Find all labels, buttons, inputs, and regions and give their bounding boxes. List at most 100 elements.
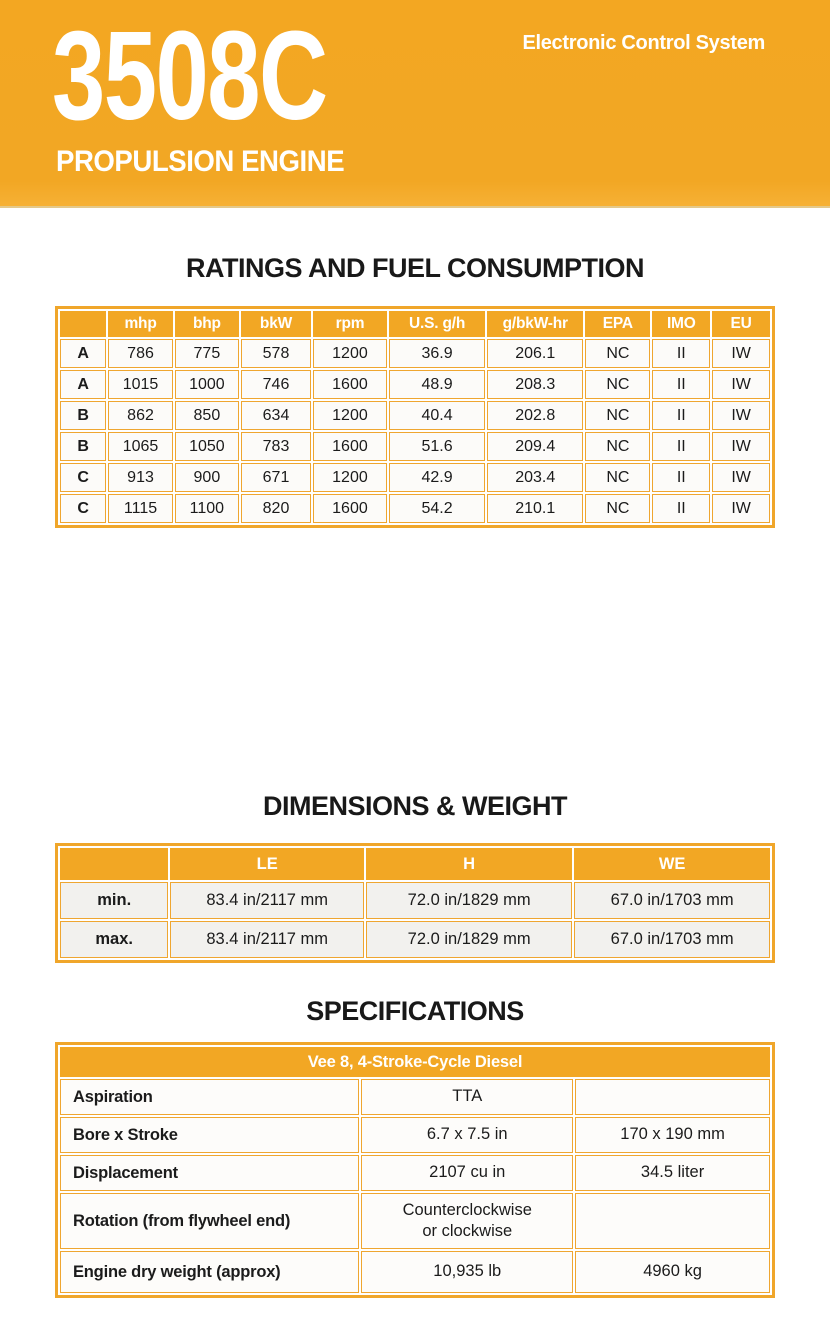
spec-value-secondary-cell: 34.5 liter (575, 1155, 770, 1191)
rating-value-cell: II (652, 370, 711, 399)
dimensions-header-cell: WE (574, 848, 770, 880)
rating-value-cell: 820 (241, 494, 311, 523)
ratings-row: B 862 850 634 1200 40.4 202.8 NC II IW (60, 401, 770, 430)
rating-value-cell: 48.9 (388, 370, 486, 399)
ratings-row: C 913 900 671 1200 42.9 203.4 NC II IW (60, 463, 770, 492)
rating-value-cell: 1115 (108, 494, 173, 523)
rating-value-cell: II (652, 432, 711, 461)
rating-value-cell: 209.4 (487, 432, 584, 461)
rating-value-cell: 783 (241, 432, 311, 461)
ratings-row: B 1065 1050 783 1600 51.6 209.4 NC II IW (60, 432, 770, 461)
rating-class-cell: C (60, 463, 107, 492)
rating-value-cell: 42.9 (388, 463, 486, 492)
ratings-header-row: mhp bhp bkW rpm U.S. g/h g/bkW-hr EPA IMO EU (60, 311, 770, 337)
rating-value-cell: 1600 (312, 370, 387, 399)
rating-value-cell: 208.3 (487, 370, 584, 399)
rating-value-cell: 1065 (108, 432, 173, 461)
rating-value-cell: 862 (108, 401, 173, 430)
rating-value-cell: 634 (241, 401, 311, 430)
ratings-table-body: A 786 775 578 1200 36.9 206.1 NC II IW A 1015 1000 74… (60, 339, 770, 523)
rating-value-cell: NC (585, 432, 651, 461)
dimensions-section-title: DIMENSIONS & WEIGHT (262, 791, 568, 821)
ratings-header-cell: mhp (108, 311, 173, 337)
rating-value-cell: 206.1 (487, 339, 584, 368)
specification-row: Displacement 2107 cu in 34.5 liter (60, 1155, 770, 1191)
rating-value-cell: NC (585, 370, 651, 399)
rating-value-cell: IW (712, 494, 770, 523)
rating-value-cell: 210.1 (487, 494, 584, 523)
dimensions-row: max. 83.4 in/2117 mm 72.0 in/1829 mm 67.0 i… (60, 921, 770, 958)
rating-value-cell: II (652, 401, 711, 430)
rating-value-cell: II (652, 494, 711, 523)
spec-value-secondary-cell (575, 1193, 770, 1249)
spec-value-secondary-cell: 170 x 190 mm (575, 1117, 770, 1153)
dimension-limit-cell: max. (60, 921, 169, 958)
specifications-table-body: Aspiration TTA Bore x Stroke 6.7 x 7.5 in 17… (60, 1079, 770, 1293)
ratings-header-cell: IMO (652, 311, 711, 337)
spec-value-primary-cell: 10,935 lb (361, 1251, 574, 1293)
rating-value-cell: IW (712, 432, 770, 461)
spec-value-primary-cell: TTA (361, 1079, 574, 1115)
rating-value-cell: 1600 (312, 432, 387, 461)
rating-value-cell: II (652, 463, 711, 492)
rating-value-cell: II (652, 339, 711, 368)
ratings-header-cell: g/bkW-hr (487, 311, 584, 337)
rating-value-cell: 900 (174, 463, 240, 492)
specifications-section-title: SPECIFICATIONS (306, 996, 524, 1026)
spec-value-secondary-cell (575, 1079, 770, 1115)
rating-value-cell: 203.4 (487, 463, 584, 492)
dimensions-header-cell: LE (170, 848, 364, 880)
dimensions-table: LE H WE min. 83.4 in/2117 mm 72.0 in/1829 mm… (55, 843, 775, 963)
ratings-row: A 1015 1000 746 1600 48.9 208.3 NC II IW (60, 370, 770, 399)
specification-row: Bore x Stroke 6.7 x 7.5 in 170 x 190 mm (60, 1117, 770, 1153)
dimensions-header-cell: H (366, 848, 573, 880)
rating-value-cell: IW (712, 370, 770, 399)
dimension-value-cell: 67.0 in/1703 mm (574, 882, 770, 919)
ratings-row: A 786 775 578 1200 36.9 206.1 NC II IW (60, 339, 770, 368)
rating-value-cell: 671 (241, 463, 311, 492)
rating-value-cell: NC (585, 339, 651, 368)
ratings-header-cell (60, 311, 107, 337)
rating-value-cell: 40.4 (388, 401, 486, 430)
control-system-tagline: Electronic Control System (522, 32, 765, 54)
dimension-limit-cell: min. (60, 882, 169, 919)
rating-value-cell: IW (712, 339, 770, 368)
spec-label-cell: Rotation (from flywheel end) (60, 1193, 360, 1249)
ratings-row: C 1115 1100 820 1600 54.2 210.1 NC II IW (60, 494, 770, 523)
rating-value-cell: NC (585, 463, 651, 492)
rating-value-cell: IW (712, 401, 770, 430)
ratings-table: mhp bhp bkW rpm U.S. g/h g/bkW-hr EPA IMO EU A 78… (55, 306, 775, 528)
specification-row: Engine dry weight (approx) 10,935 lb 4960 … (60, 1251, 770, 1293)
engine-type-subtitle: PROPULSION ENGINE (56, 145, 345, 178)
rating-value-cell: 1600 (312, 494, 387, 523)
specifications-band-row: Vee 8, 4-Stroke-Cycle Diesel (60, 1047, 770, 1077)
rating-value-cell: 1100 (174, 494, 240, 523)
dimension-value-cell: 83.4 in/2117 mm (170, 882, 364, 919)
ratings-header-cell: EPA (585, 311, 651, 337)
spec-value-primary-cell: 6.7 x 7.5 in (361, 1117, 574, 1153)
dimensions-header-cell (60, 848, 169, 880)
rating-value-cell: 1200 (312, 401, 387, 430)
dimensions-table-body: min. 83.4 in/2117 mm 72.0 in/1829 mm 67.0 i… (60, 882, 770, 958)
rating-value-cell: 746 (241, 370, 311, 399)
rating-value-cell: 202.8 (487, 401, 584, 430)
rating-value-cell: 1015 (108, 370, 173, 399)
dimensions-header-row: LE H WE (60, 848, 770, 880)
rating-value-cell: NC (585, 401, 651, 430)
rating-value-cell: 913 (108, 463, 173, 492)
ratings-header-cell: bkW (241, 311, 311, 337)
spec-label-cell: Bore x Stroke (60, 1117, 360, 1153)
ratings-header-cell: U.S. g/h (388, 311, 486, 337)
rating-value-cell: 1050 (174, 432, 240, 461)
rating-class-cell: B (60, 401, 107, 430)
rating-value-cell: NC (585, 494, 651, 523)
rating-value-cell: 51.6 (388, 432, 486, 461)
masthead: 3508C PROPULSION ENGINE Electronic Contr… (0, 0, 830, 208)
ratings-header-cell: bhp (174, 311, 240, 337)
dimension-value-cell: 83.4 in/2117 mm (170, 921, 364, 958)
dimension-value-cell: 67.0 in/1703 mm (574, 921, 770, 958)
rating-value-cell: 1000 (174, 370, 240, 399)
ratings-header-cell: EU (712, 311, 770, 337)
rating-value-cell: 578 (241, 339, 311, 368)
